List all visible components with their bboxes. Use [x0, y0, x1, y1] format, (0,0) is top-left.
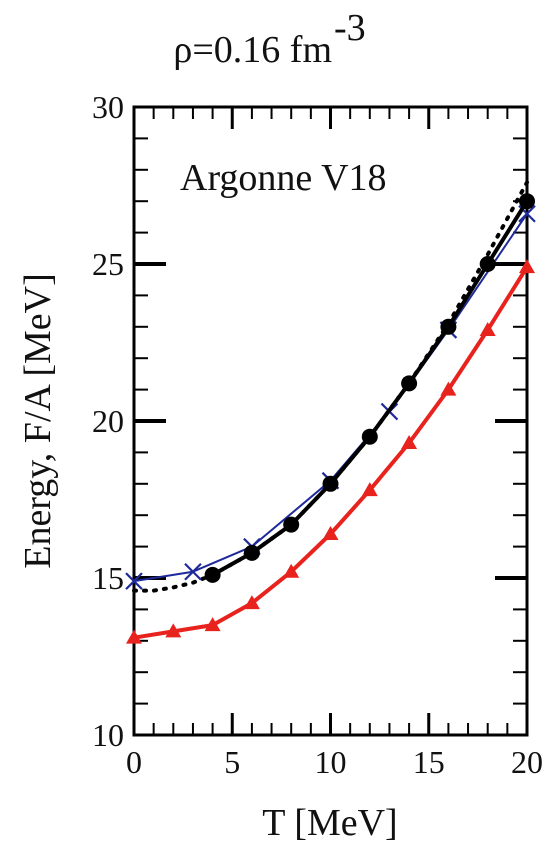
annotation-argonne-v18: Argonne V18 — [180, 157, 387, 199]
data-point-triangle — [361, 482, 378, 497]
data-point-triangle — [322, 526, 339, 541]
data-point-circle — [322, 475, 339, 492]
chart-title-superscript: -3 — [334, 7, 366, 49]
data-point-circle — [243, 544, 260, 561]
y-tick-label: 30 — [92, 89, 124, 125]
data-point-triangle — [204, 617, 221, 632]
data-point-triangle — [519, 259, 535, 274]
series-layer — [125, 180, 536, 644]
data-point-circle — [440, 318, 457, 335]
x-tick-label: 20 — [511, 744, 543, 780]
x-tick-label: 10 — [315, 744, 347, 780]
data-point-triangle — [243, 595, 260, 610]
data-point-circle — [361, 428, 378, 445]
y-axis-label: Energy, F/A [MeV] — [17, 273, 59, 569]
data-point-x — [184, 562, 202, 581]
y-tick-label: 25 — [92, 246, 124, 282]
series-line — [133, 213, 528, 583]
x-tick-label: 15 — [413, 744, 445, 780]
x-tick-label: 5 — [224, 744, 240, 780]
data-point-triangle — [440, 381, 457, 396]
data-point-circle — [519, 193, 535, 210]
data-point-circle — [204, 566, 221, 583]
data-point-triangle — [401, 434, 418, 449]
axis-ticks — [134, 107, 527, 735]
y-tick-label: 20 — [92, 403, 124, 439]
data-point-triangle — [165, 623, 182, 638]
data-point-triangle — [479, 321, 496, 336]
data-point-circle — [283, 516, 300, 533]
data-point-x — [125, 572, 143, 590]
data-point-triangle — [126, 629, 142, 644]
series-line — [211, 200, 529, 577]
chart-title: ρ=0.16 fm -3 — [173, 7, 365, 71]
x-tick-labels: 0 5 10 15 20 — [126, 744, 543, 780]
data-point-circle — [401, 375, 418, 392]
y-tick-label: 10 — [92, 717, 124, 753]
x-axis-label: T [MeV] — [262, 802, 397, 844]
series-0 — [204, 193, 535, 583]
y-tick-label: 15 — [92, 560, 124, 596]
series-3 — [126, 259, 535, 644]
chart-title-text: ρ=0.16 fm — [173, 29, 332, 71]
y-tick-labels: 10 15 20 25 30 — [92, 89, 124, 753]
data-point-triangle — [283, 563, 300, 578]
x-tick-label: 0 — [126, 744, 142, 780]
data-point-circle — [479, 256, 496, 272]
plot-frame — [132, 105, 529, 737]
